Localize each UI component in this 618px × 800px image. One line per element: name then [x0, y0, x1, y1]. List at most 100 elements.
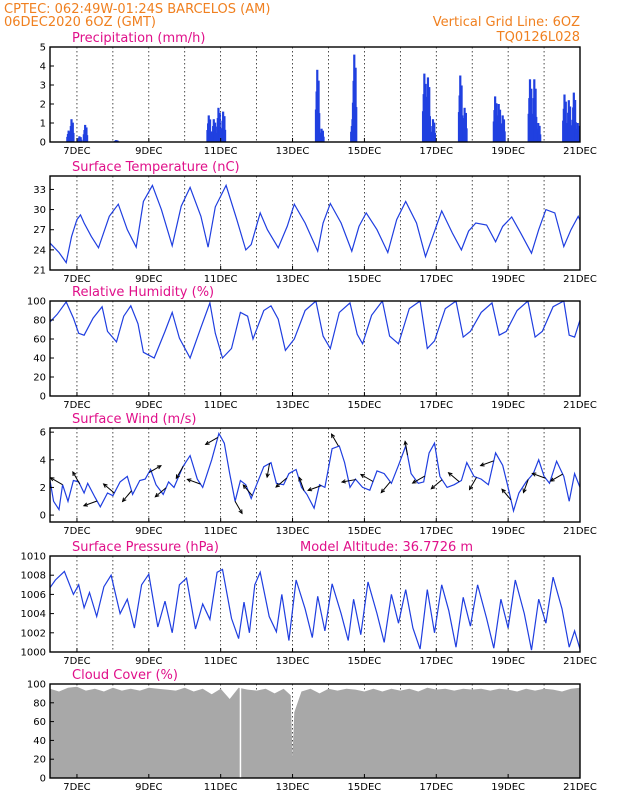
precip-bar [116, 140, 119, 142]
precip-bar [569, 125, 572, 142]
panel-precip: Precipitation (mm/h) 0 1 2 3 4 5 7DEC 9DEC 11DEC 1… [40, 31, 597, 157]
precip-bar [355, 107, 358, 142]
wind-arrowhead [175, 474, 180, 480]
panel-wind: Surface Wind (m/s) 0 2 4 6 7DEC 9DEC 11DEC 13DEC… [40, 412, 597, 537]
panel-title-rh: Relative Humidity (%) [72, 285, 214, 300]
x-tick-label-temp: 13DEC [276, 274, 310, 285]
wind-arrow [122, 490, 132, 502]
y-tick-label-pres: 1004 [21, 609, 46, 620]
panel-frame-precip [49, 46, 581, 143]
x-tick-label-pres: 7DEC [63, 656, 90, 667]
x-tick-label-wind: 11DEC [204, 526, 238, 537]
y-tick-label-cloud: 80 [33, 698, 46, 709]
wind-arrowhead [275, 483, 281, 488]
wind-arrow [72, 471, 81, 485]
x-tick-label-cloud: 21DEC [563, 782, 597, 793]
precip-bar [80, 139, 83, 142]
panels: Precipitation (mm/h) 0 1 2 3 4 5 7DEC 9DEC 11DEC 1… [21, 31, 597, 793]
x-tick-label-precip: 21DEC [563, 146, 597, 157]
x-tick-label-cloud: 19DEC [491, 782, 525, 793]
wind-arrow [522, 479, 529, 493]
wind-arrow [448, 472, 460, 483]
series-cloud [50, 684, 580, 778]
panel-frame-rh [49, 300, 581, 397]
y-tick-label-pres: 1002 [21, 628, 46, 639]
x-tick-label-precip: 11DEC [204, 146, 238, 157]
precip-bar [568, 106, 572, 142]
precip-bar [433, 132, 437, 142]
x-tick-label-cloud: 15DEC [348, 782, 382, 793]
precip-bar [85, 135, 89, 142]
series-line-wind [50, 431, 580, 514]
precip-bar [208, 119, 212, 142]
precip-bar [433, 122, 436, 142]
wind-arrow [234, 501, 243, 514]
y-tick-label-cloud: 20 [33, 755, 46, 766]
precip-bar [214, 132, 217, 142]
x-tick-label-rh: 7DEC [63, 400, 90, 411]
wind-arrow [469, 477, 477, 490]
wind-arrowhead [340, 479, 346, 484]
y-tick-label-cloud: 40 [33, 736, 46, 747]
x-tick-label-cloud: 11DEC [204, 782, 238, 793]
wind-arrowhead [238, 509, 243, 515]
wind-arrowhead [447, 472, 453, 477]
y-tick-label-cloud: 60 [33, 717, 46, 728]
wind-arrowhead [121, 497, 127, 503]
precip-bar [564, 101, 567, 142]
wind-arrow [148, 465, 162, 474]
x-tick-label-cloud: 9DEC [135, 782, 162, 793]
panel-temp: Surface Temperature (nC) 21 24 27 30 33 7DEC 9D… [33, 160, 597, 285]
wind-arrow [331, 433, 339, 447]
cloud-area [50, 686, 580, 778]
x-tick-label-temp: 11DEC [204, 274, 238, 285]
header-run-date: 06DEC2020 6OZ (GMT) [4, 15, 156, 30]
header-station: CPTEC: 062:49W-01:24S BARCELOS (AM) [4, 2, 270, 17]
precip-bar [464, 112, 467, 142]
y-tick-label-rh: 60 [33, 335, 46, 346]
y-tick-label-rh: 20 [33, 373, 46, 384]
x-tick-label-pres: 17DEC [419, 656, 453, 667]
x-tick-label-wind: 15DEC [348, 526, 382, 537]
series-precip [66, 54, 580, 142]
precip-bar [223, 116, 226, 142]
x-tick-label-rh: 15DEC [348, 400, 382, 411]
wind-arrowhead [359, 473, 365, 479]
x-tick-label-cloud: 13DEC [276, 782, 310, 793]
x-tick-label-rh: 11DEC [204, 400, 238, 411]
precip-bar [218, 112, 221, 142]
wind-arrow [550, 473, 564, 482]
x-tick-label-rh: 19DEC [491, 400, 525, 411]
panel-annotation-pres: Model Altitude: 36.7726 m [300, 540, 473, 555]
x-tick-label-wind: 7DEC [63, 526, 90, 537]
x-tick-label-precip: 13DEC [276, 146, 310, 157]
x-tick-label-pres: 9DEC [135, 656, 162, 667]
panel-title-precip: Precipitation (mm/h) [72, 31, 205, 46]
y-tick-label-temp: 30 [33, 205, 46, 216]
wind-arrow [50, 477, 63, 486]
precip-bar [71, 122, 74, 142]
series-line-pres [50, 568, 580, 651]
x-tick-label-cloud: 7DEC [63, 782, 90, 793]
wind-arrowhead [265, 473, 270, 479]
precip-bar [534, 88, 537, 142]
precip-bar [538, 125, 541, 142]
wind-arrowhead [82, 502, 88, 507]
y-tick-label-pres: 1000 [21, 648, 46, 659]
y-tick-label-temp: 27 [33, 225, 46, 236]
precip-bar [317, 80, 320, 142]
wind-arrowhead [102, 483, 108, 488]
wind-arrowhead [549, 477, 555, 482]
x-tick-label-pres: 15DEC [348, 656, 382, 667]
y-tick-label-precip: 5 [40, 43, 46, 54]
y-tick-label-rh: 100 [27, 297, 46, 308]
wind-arrowhead [298, 476, 303, 482]
wind-arrow [155, 487, 167, 498]
x-tick-label-pres: 13DEC [276, 656, 310, 667]
precip-bar [223, 129, 227, 142]
y-tick-label-cloud: 100 [27, 680, 46, 691]
precip-bar [535, 116, 538, 142]
x-tick-label-pres: 21DEC [563, 656, 597, 667]
wind-arrowhead [154, 492, 160, 498]
panel-frame-temp [49, 175, 581, 271]
